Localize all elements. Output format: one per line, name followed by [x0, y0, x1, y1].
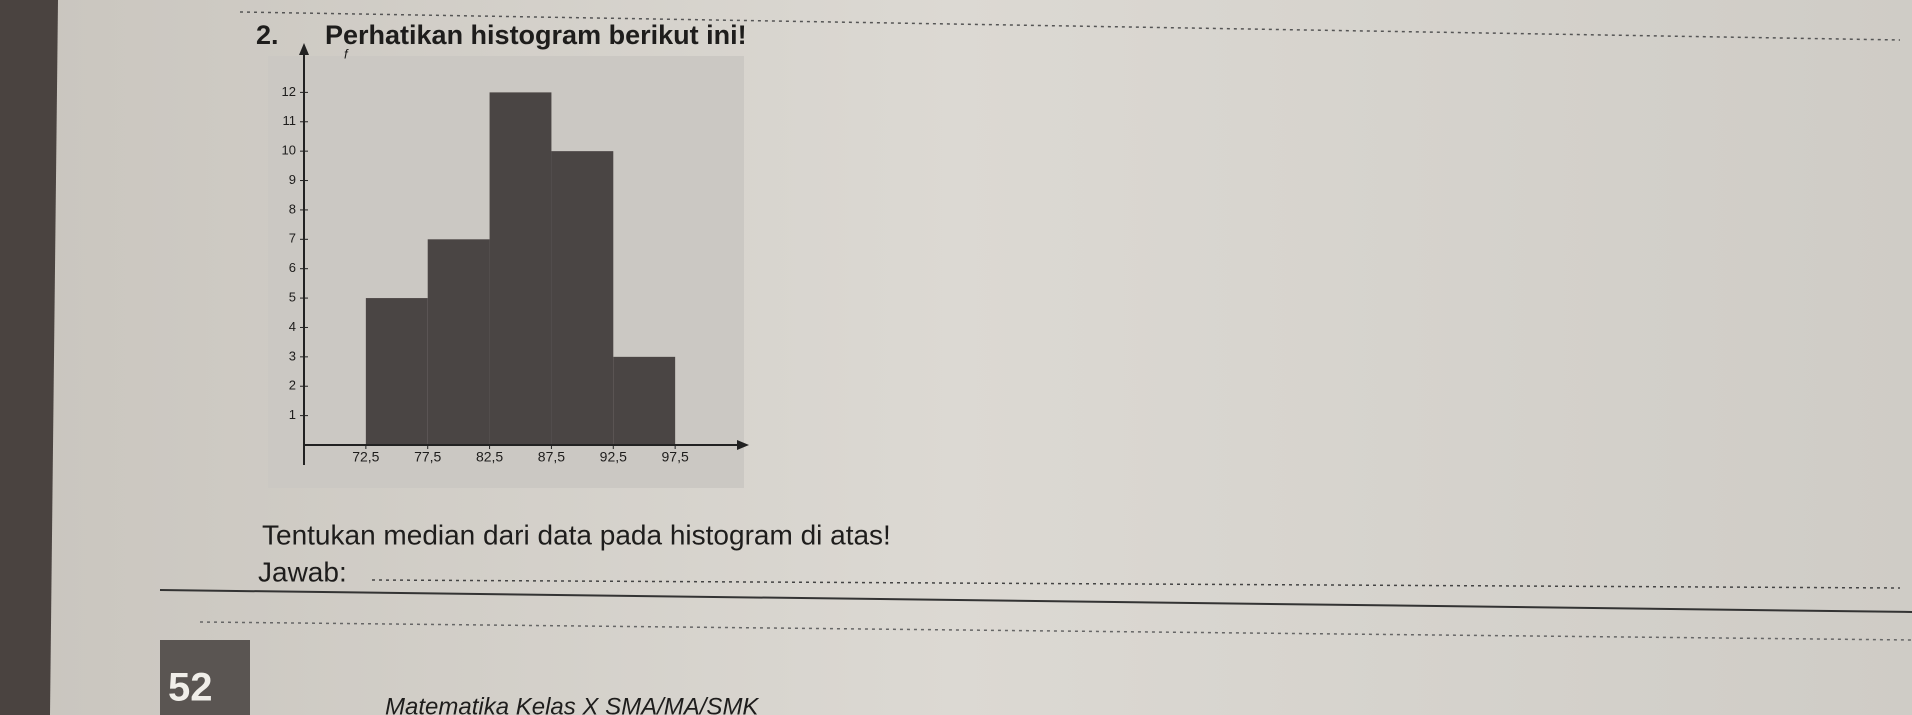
y-tick-label: 3 — [289, 348, 296, 363]
x-tick-label: 87,5 — [538, 449, 565, 465]
bar — [365, 298, 428, 445]
rule-line-dotted — [199, 621, 1912, 641]
page-tab — [160, 640, 250, 715]
y-tick-label: 7 — [289, 231, 296, 246]
bar — [551, 151, 614, 445]
bar — [613, 356, 676, 445]
instruction: Perhatikan histogram berikut ini! — [325, 20, 747, 50]
y-tick-label: 1 — [289, 407, 296, 422]
x-tick-label: 92,5 — [600, 449, 627, 465]
y-tick-label: 9 — [289, 172, 296, 187]
dark-edge — [0, 0, 58, 715]
y-tick-label: 4 — [289, 319, 296, 334]
y-tick-label: 8 — [289, 201, 296, 216]
y-tick-label: 2 — [289, 378, 296, 393]
y-tick-label: 11 — [283, 113, 297, 128]
y-tick-label: 6 — [289, 260, 296, 275]
answer-line — [371, 579, 1901, 589]
y-axis-label: f — [344, 46, 349, 61]
y-tick-label: 5 — [289, 290, 296, 305]
bar — [427, 239, 490, 445]
x-tick-label: 72,5 — [352, 449, 379, 465]
question-number: 2. — [256, 20, 279, 50]
y-tick-label: 10 — [282, 143, 296, 158]
x-tick-label: 97,5 — [662, 449, 689, 465]
y-tick-label: 12 — [282, 84, 296, 99]
book-title: Matematika Kelas X SMA/MA/SMK — [385, 693, 759, 715]
x-tick-label: 77,5 — [414, 449, 441, 465]
bar — [489, 92, 552, 445]
x-arrow — [737, 440, 749, 450]
x-tick-label: 82,5 — [476, 449, 503, 465]
answer-label: Jawab: — [258, 556, 347, 587]
question: Tentukan median dari data pada histogram… — [262, 519, 891, 550]
page-number: 52 — [168, 666, 213, 710]
rule-line — [159, 589, 1912, 613]
y-arrow — [299, 43, 309, 55]
